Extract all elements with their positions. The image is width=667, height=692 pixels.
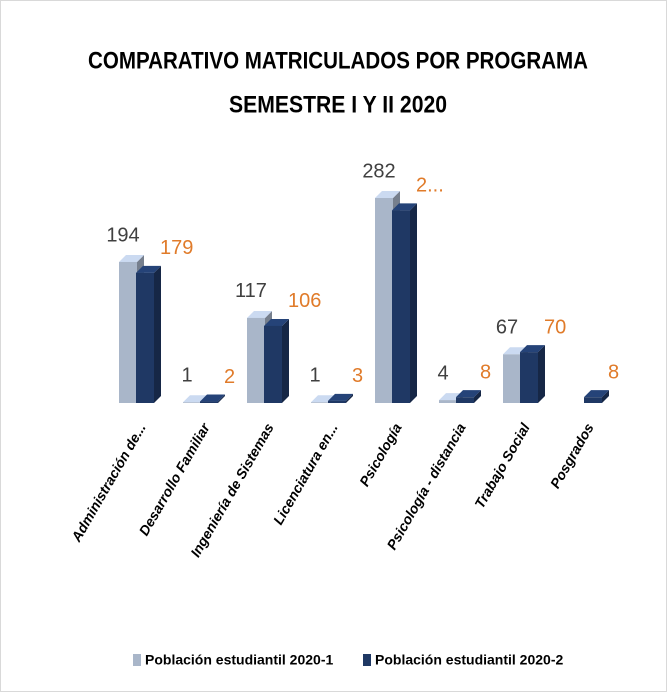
bar [264, 318, 289, 403]
bar [200, 394, 225, 403]
bar-front [392, 210, 410, 403]
bar-top [520, 345, 545, 353]
bar-side [218, 394, 225, 403]
data-label: 1 [309, 365, 320, 387]
bar-front [311, 402, 329, 403]
bar-front [439, 400, 457, 403]
bar-front [183, 402, 201, 403]
data-label: 70 [544, 316, 566, 338]
bar-side [474, 390, 481, 403]
bar-top [247, 310, 272, 318]
data-label: 4 [437, 362, 448, 384]
chart-title: SEMESTRE I Y II 2020 [229, 91, 447, 118]
bar-front [584, 397, 602, 403]
bar-top [328, 393, 353, 401]
bar [584, 390, 609, 403]
bar-top [119, 254, 144, 262]
chart-title: COMPARATIVO MATRICULADOS POR PROGRAMA [88, 47, 588, 74]
bar-side [346, 393, 353, 403]
data-label: 106 [288, 290, 321, 312]
data-label: 117 [235, 280, 267, 302]
data-label: 67 [496, 317, 518, 339]
bar-front [136, 272, 154, 403]
bar-top [456, 390, 481, 398]
bar-front [247, 317, 265, 403]
bar-top [392, 203, 417, 211]
legend-label: Población estudiantil 2020-2 [375, 652, 563, 668]
bar-top [264, 318, 289, 326]
bar-front [200, 401, 218, 403]
data-label: 2... [416, 175, 444, 197]
legend-swatch [133, 654, 141, 666]
bar [520, 345, 545, 403]
data-label: 8 [608, 361, 619, 383]
bar-top [375, 191, 400, 198]
legend-swatch [363, 654, 371, 666]
bar-front [119, 261, 137, 403]
bar [328, 393, 353, 403]
bar-front [503, 354, 521, 403]
bar [456, 390, 481, 403]
bar [136, 265, 161, 403]
data-label: 8 [480, 361, 491, 383]
bar-front [520, 352, 538, 403]
legend-label: Población estudiantil 2020-1 [145, 652, 333, 668]
bar-side [602, 390, 609, 403]
bar-side [538, 345, 545, 403]
data-label: 179 [160, 237, 193, 259]
bar-top [136, 265, 161, 273]
bar-front [264, 325, 282, 403]
bar-side [410, 203, 417, 403]
bar-top [200, 394, 225, 402]
bar-top [584, 390, 609, 398]
bar-side [154, 265, 161, 403]
data-label: 2 [224, 366, 235, 388]
bar-front [328, 400, 346, 403]
bar-front [375, 198, 393, 403]
bar-front [456, 397, 474, 403]
data-label: 282 [362, 160, 395, 182]
data-label: 1 [181, 365, 192, 387]
bar [392, 203, 417, 403]
data-label: 3 [352, 365, 363, 387]
bar-side [282, 318, 289, 403]
data-label: 194 [106, 224, 139, 246]
